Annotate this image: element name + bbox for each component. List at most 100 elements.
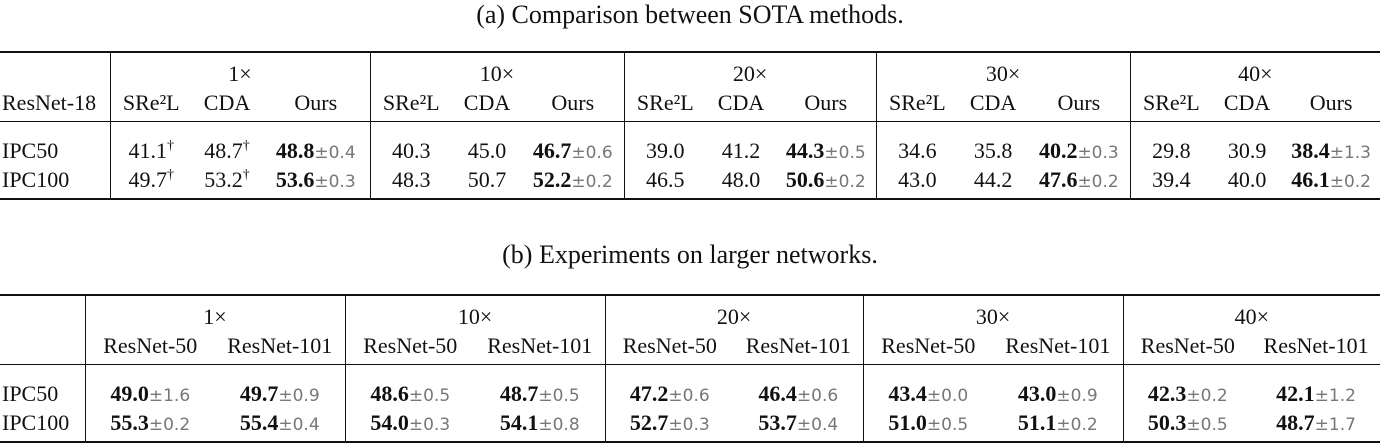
cell-value: 51.1 bbox=[1017, 409, 1057, 435]
cell: 29.8 bbox=[1129, 121, 1213, 165]
cell: 48.7† bbox=[192, 122, 262, 166]
cell: 30.9 bbox=[1212, 122, 1282, 166]
cell-value: 54.1 bbox=[499, 409, 539, 435]
column-header: ResNet-50 bbox=[1122, 331, 1253, 365]
cell-value: 30.9 bbox=[1227, 137, 1267, 163]
cell-value: 46.5 bbox=[646, 166, 685, 192]
caption: (a) Comparison between SOTA methods. bbox=[476, 0, 904, 29]
cell: 43.4±0.0 bbox=[862, 364, 994, 408]
cell: 47.6±0.2 bbox=[1028, 165, 1130, 199]
corner bbox=[0, 52, 110, 88]
cell: 45.0 bbox=[452, 122, 522, 166]
cell-std: ±0.3 bbox=[408, 414, 451, 435]
column-header: SRe²L bbox=[1129, 88, 1213, 122]
cell: 55.3±0.2 bbox=[84, 408, 215, 442]
cell-value: 46.1 bbox=[1291, 166, 1330, 192]
cell-value: 55.3 bbox=[110, 409, 149, 435]
cell: 39.4 bbox=[1129, 165, 1213, 199]
group-header: 1× bbox=[84, 295, 346, 331]
cell: 54.0±0.3 bbox=[344, 408, 476, 442]
data-row: IPC50 41.1† 48.7† 48.8±0.4 40.3 45.0 46.7±0.6 3… bbox=[0, 121, 1380, 166]
column-header: ResNet-50 bbox=[862, 331, 994, 365]
cell: 50.7 bbox=[452, 165, 522, 199]
cell-std: ±1.6 bbox=[148, 385, 191, 406]
cell-value: 53.2 bbox=[204, 166, 243, 192]
cell: 55.4±0.4 bbox=[215, 408, 345, 442]
column-header: SRe²L bbox=[875, 88, 959, 122]
column-header: SRe²L bbox=[369, 88, 452, 122]
cell: 41.1† bbox=[109, 121, 192, 165]
cell-value: 39.4 bbox=[1152, 166, 1191, 192]
cell-std: ±0.2 bbox=[1056, 414, 1098, 435]
cell-std: ±1.2 bbox=[1314, 385, 1356, 406]
group-header: 20× bbox=[623, 52, 877, 88]
cell-value: 38.4 bbox=[1291, 137, 1330, 163]
cell-value: 48.6 bbox=[370, 380, 409, 406]
cell: 34.6 bbox=[875, 121, 959, 165]
cell-value: 40.0 bbox=[1227, 166, 1267, 192]
cell: 49.7±0.9 bbox=[215, 365, 345, 409]
cell-value: 41.2 bbox=[721, 137, 761, 163]
column-header: CDA bbox=[452, 88, 522, 122]
column-header: CDA bbox=[192, 88, 262, 122]
cell-value: 34.6 bbox=[898, 137, 937, 163]
cell: 38.4±1.3 bbox=[1282, 122, 1380, 166]
cell-std: ±0.2 bbox=[148, 414, 191, 435]
cell-std: ±0.4 bbox=[278, 414, 320, 435]
group-header: 10× bbox=[369, 52, 625, 88]
cell-std: ±0.2 bbox=[1329, 171, 1371, 192]
cell-value: 41.1 bbox=[128, 137, 168, 163]
cell-std: ±1.7 bbox=[1314, 414, 1356, 435]
cell: 46.1±0.2 bbox=[1282, 165, 1380, 199]
cell-value: 51.0 bbox=[888, 409, 927, 435]
cell-std: ±0.5 bbox=[538, 385, 580, 406]
group-header: 40× bbox=[1129, 52, 1380, 88]
column-header: ResNet-101 bbox=[475, 331, 606, 365]
group-header: 20× bbox=[604, 295, 864, 331]
cell: 40.3 bbox=[369, 121, 452, 165]
cell-std: ±0.2 bbox=[1186, 385, 1228, 406]
group-header: 10× bbox=[344, 295, 606, 331]
header-row: ResNet-50 ResNet-101 ResNet-50 ResNet-101 Re… bbox=[0, 331, 1380, 365]
cell-value: 55.4 bbox=[239, 409, 279, 435]
corner bbox=[0, 295, 85, 331]
cell-std: ±0.8 bbox=[538, 414, 580, 435]
header-row: 1× 10× 20× 30× 40× bbox=[0, 295, 1380, 331]
cell-std: ±0.9 bbox=[278, 385, 320, 406]
cell-value: 46.7 bbox=[532, 137, 572, 163]
cell: 50.6±0.2 bbox=[776, 165, 876, 199]
row-label: IPC100 bbox=[2, 166, 70, 192]
cell-value: 40.2 bbox=[1038, 137, 1078, 163]
cell-value: 47.6 bbox=[1038, 166, 1078, 192]
cell-std: ±0.0 bbox=[926, 385, 969, 406]
header-row: 1× 10× 20× 30× 40× bbox=[0, 52, 1380, 88]
cell-std: ±0.4 bbox=[314, 142, 356, 163]
cell-std: ±0.2 bbox=[1077, 171, 1119, 192]
cell-value: 48.0 bbox=[721, 166, 761, 192]
column-header: ResNet-101 bbox=[215, 331, 346, 365]
cell-std: ±0.6 bbox=[796, 385, 839, 406]
cell: 46.7±0.6 bbox=[522, 122, 624, 166]
corner-label: ResNet-18 bbox=[0, 88, 110, 122]
group-header: 1× bbox=[109, 52, 370, 88]
cell-std: ±0.2 bbox=[824, 171, 866, 192]
cell-value: 39.0 bbox=[646, 137, 685, 163]
cell: 43.0 bbox=[875, 165, 959, 199]
cell-note: † bbox=[167, 167, 174, 183]
cell-std: ±0.3 bbox=[1077, 142, 1119, 163]
cell-std: ±0.3 bbox=[668, 414, 710, 435]
cell: 51.0±0.5 bbox=[862, 408, 994, 442]
column-header: Ours bbox=[262, 88, 370, 122]
cell: 53.7±0.4 bbox=[734, 408, 863, 442]
cell-value: 46.4 bbox=[758, 380, 797, 406]
cell: 44.3±0.5 bbox=[776, 122, 876, 166]
cell: 48.7±0.5 bbox=[475, 365, 605, 409]
cell-std: ±0.3 bbox=[314, 171, 356, 192]
cell-note: † bbox=[167, 138, 174, 154]
column-header: ResNet-50 bbox=[84, 331, 215, 365]
cell-std: ±0.2 bbox=[571, 171, 613, 192]
row-label: IPC50 bbox=[2, 137, 59, 163]
cell-value: 52.2 bbox=[532, 166, 572, 192]
cell-value: 35.8 bbox=[973, 137, 1013, 163]
cell: 49.0±1.6 bbox=[84, 364, 215, 408]
